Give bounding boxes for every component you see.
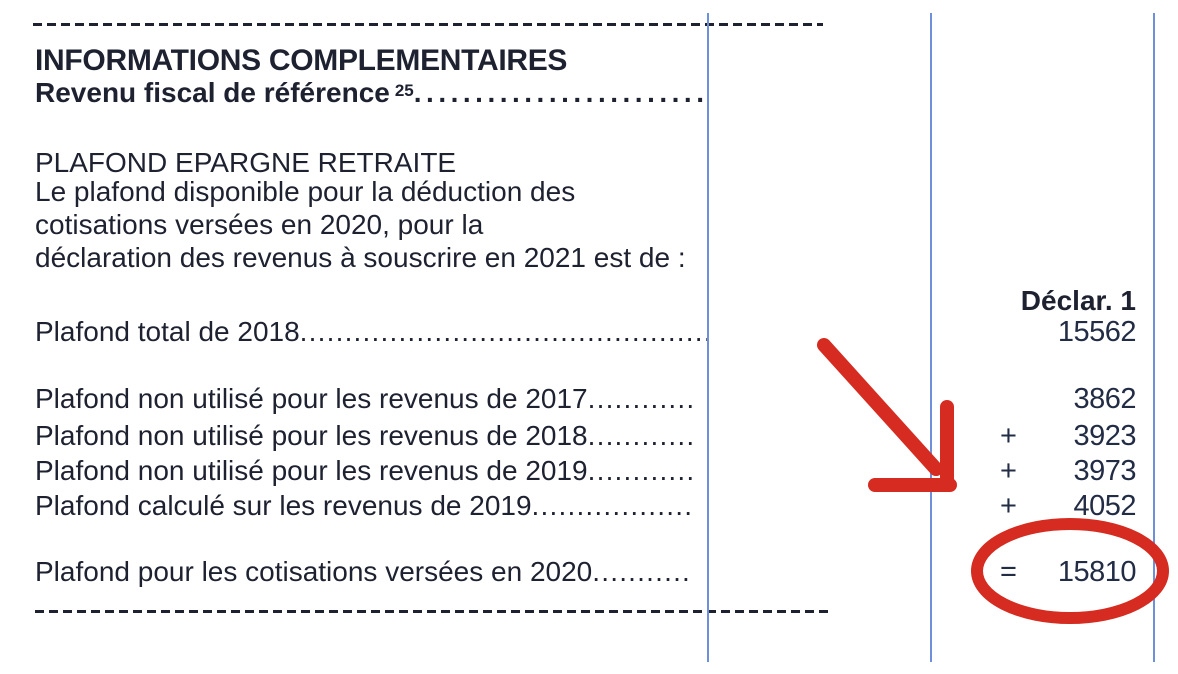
row-non-utilise-2018: Plafond non utilisé pour les revenus de … [35,421,707,451]
value-row-non-utilise-2017: 3862 [1000,384,1136,414]
revenu-fiscal-line: Revenu fiscal de référence 25............… [35,76,707,108]
row-label: Plafond non utilisé pour les revenus de … [35,456,588,486]
row-value: 3862 [1073,383,1136,415]
dashed-separator-top [33,23,823,26]
leader-dots: .................. [531,491,694,521]
row-label: Plafond non utilisé pour les revenus de … [35,384,588,414]
row-cotisations-2020: Plafond pour les cotisations versées en … [35,557,707,587]
row-plafond-total-2018: Plafond total de 2018...................… [35,317,707,347]
value-row-cotisations-2020: = 15810 [1000,556,1137,588]
section-title: INFORMATIONS COMPLEMENTAIRES [35,44,568,77]
row-operator: + [1000,420,1017,452]
row-operator: + [1000,455,1017,487]
row-label: Plafond calculé sur les revenus de 2019 [35,491,532,521]
footnote-superscript: 25 [394,81,414,100]
column-rule-left [707,13,709,662]
leader-dots: ........................................… [299,317,707,347]
intro-line-2: cotisations versées en 2020, pour la [35,209,484,240]
leader-dots: ............ [587,421,696,451]
revenu-fiscal-label: Revenu fiscal de référence [35,77,390,108]
column-rule-middle [930,13,932,662]
row-value: 3923 [1073,420,1136,452]
row-operator: + [1000,490,1017,522]
row-label: Plafond pour les cotisations versées en … [35,557,593,587]
row-value: 15810 [1057,556,1137,588]
value-row-calcule-2019: + 4052 [1000,491,1136,521]
row-label: Plafond total de 2018 [35,317,300,347]
leader-dots: .................................... [413,77,707,108]
leader-dots: ........... [592,557,692,587]
row-value: 15562 [1057,316,1137,348]
column-header-declar-1: Déclar. 1 [1020,285,1136,316]
leader-dots: ............ [587,384,696,414]
row-value: 3973 [1073,455,1136,487]
row-calcule-2019: Plafond calculé sur les revenus de 2019.… [35,491,707,521]
intro-line-3: déclaration des revenus à souscrire en 2… [35,242,686,273]
intro-line-1: Le plafond disponible pour la déduction … [35,176,576,207]
leader-dots: ............ [587,456,696,486]
plafond-heading: PLAFOND EPARGNE RETRAITE [35,147,457,178]
row-operator: = [1000,556,1017,588]
value-row-non-utilise-2018: + 3923 [1000,421,1136,451]
row-label: Plafond non utilisé pour les revenus de … [35,421,588,451]
value-row-non-utilise-2019: + 3973 [1000,456,1136,486]
row-value: 4052 [1073,490,1136,522]
row-non-utilise-2017: Plafond non utilisé pour les revenus de … [35,384,707,414]
dashed-separator-bottom [35,610,830,613]
column-rule-right [1153,13,1155,662]
value-row-plafond-total-2018: 15562 [1000,316,1137,348]
row-non-utilise-2019: Plafond non utilisé pour les revenus de … [35,456,707,486]
